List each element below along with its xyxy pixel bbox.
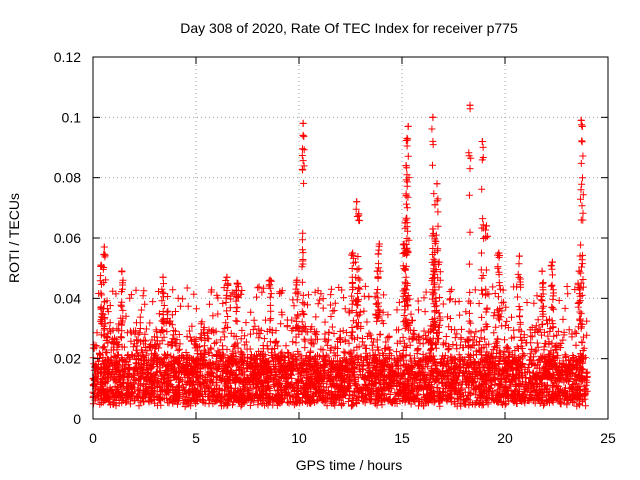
data-point [223,273,231,281]
data-point [293,276,301,284]
data-point [233,279,241,287]
data-point [433,180,441,188]
y-tick-label: 0.04 [54,290,81,306]
roti-series-markers [89,101,591,411]
x-axis-label: GPS time / hours [296,457,403,473]
data-point [299,131,307,139]
data-point [538,267,546,275]
y-tick-label: 0 [73,411,81,427]
chart-title: Day 308 of 2020, Rate Of TEC Index for r… [180,20,518,36]
x-tick-label: 0 [89,430,97,446]
y-tick-label: 0.08 [54,170,81,186]
data-point [355,210,363,218]
y-tick-label: 0.06 [54,230,81,246]
data-point [403,134,411,142]
data-point [429,225,437,233]
data-point [349,249,357,257]
data-point [402,192,410,200]
data-point [515,252,523,260]
data-point [118,267,126,275]
data-point [375,240,383,248]
data-point [159,273,167,281]
data-point [299,119,307,127]
y-tick-label: 0.02 [54,351,81,367]
data-point [401,219,409,227]
data-point [577,116,585,124]
data-point [495,249,503,257]
data-points [89,101,591,411]
data-point [97,261,105,269]
data-point [435,258,443,266]
data-point [482,222,490,230]
x-tick-label: 15 [394,430,410,446]
data-point [266,276,274,284]
data-point [353,198,361,206]
x-tick-label: 5 [192,430,200,446]
data-point [478,137,486,145]
data-point [429,113,437,121]
data-point [575,267,583,275]
data-point [548,258,556,266]
data-point [466,101,474,109]
y-axis-label: ROTI / TECUs [6,193,22,283]
y-tick-label: 0.12 [54,49,81,65]
y-tick-label: 0.1 [62,109,82,125]
data-point [578,122,586,130]
data-point [373,267,381,275]
data-point [100,243,108,251]
data-point [431,237,439,245]
data-point [431,201,439,209]
data-point [404,122,412,130]
data-point [402,162,410,170]
data-point [400,240,408,248]
x-tick-label: 20 [497,430,513,446]
x-tick-label: 10 [291,430,307,446]
grid-layer [93,57,608,419]
axis-ticks: 0 0.02 0.04 0.06 0.08 0.1 0.12 0 5 10 15 20 25 [54,49,616,446]
x-tick-label: 25 [600,430,616,446]
